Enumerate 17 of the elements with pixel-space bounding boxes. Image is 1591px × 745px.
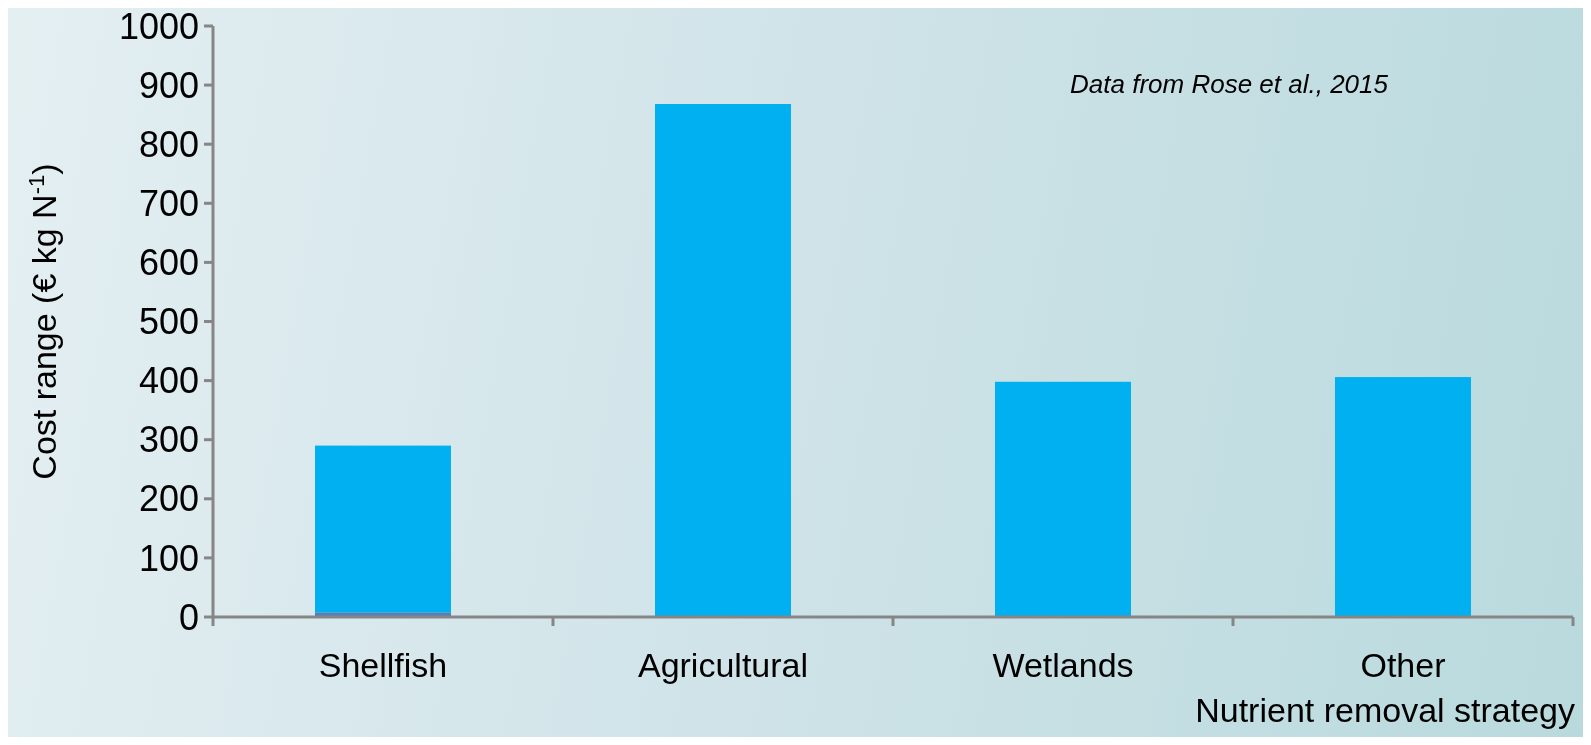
- y-tick-label: 800: [138, 123, 199, 165]
- y-tick-label: 700: [138, 182, 199, 224]
- y-tick-label: 1000: [118, 5, 199, 47]
- x-axis-title: Nutrient removal strategy: [1195, 691, 1575, 729]
- y-tick-label: 100: [138, 537, 199, 579]
- x-tick-label: Wetlands: [992, 646, 1134, 684]
- x-tick-label: Shellfish: [318, 646, 448, 684]
- x-tick-label: Agricultural: [637, 646, 809, 684]
- y-tick-label: 300: [138, 419, 199, 461]
- y-tick-label: 600: [138, 242, 199, 283]
- y-tick-label: 200: [138, 478, 199, 520]
- annotation: Data from Rose et al., 2015: [1070, 69, 1389, 99]
- y-tick-label: 400: [138, 360, 199, 402]
- y-tick-label: 0: [178, 596, 199, 638]
- y-tick-label: 900: [138, 64, 199, 106]
- y-tick-label: 500: [138, 301, 199, 343]
- x-tick-label: Other: [1360, 646, 1446, 684]
